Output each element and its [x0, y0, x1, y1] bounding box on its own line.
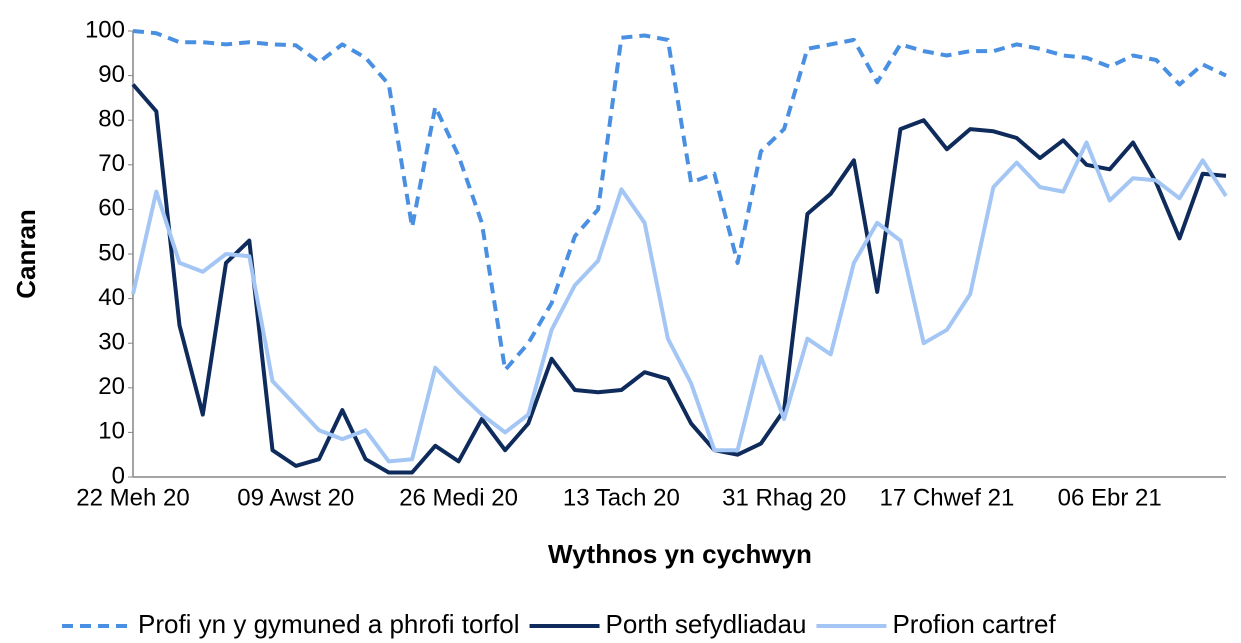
y-tick-label: 90: [98, 61, 125, 88]
y-tick-label: 50: [98, 239, 125, 266]
x-tick-label: 09 Awst 20: [237, 484, 354, 511]
y-tick-label: 10: [98, 418, 125, 445]
legend-label: Profi yn y gymuned a phrofi torfol: [138, 609, 520, 639]
y-tick-label: 100: [85, 16, 125, 43]
y-tick-label: 30: [98, 329, 125, 356]
x-axis-title: Wythnos yn cychwyn: [548, 539, 812, 569]
y-tick-label: 80: [98, 106, 125, 133]
y-tick-label: 70: [98, 150, 125, 177]
x-tick-label: 31 Rhag 20: [722, 484, 846, 511]
x-tick-label: 17 Chwef 21: [880, 484, 1015, 511]
series-line: [132, 29, 1227, 372]
y-tick-label: 0: [112, 462, 125, 489]
series-line: [131, 83, 1227, 475]
y-tick-label: 20: [98, 373, 125, 400]
y-axis-title: Canran: [11, 209, 41, 299]
x-tick-label: 26 Medi 20: [399, 484, 518, 511]
x-tick-label: 06 Ebr 21: [1058, 484, 1162, 511]
y-tick-label: 60: [98, 195, 125, 222]
series-line: [131, 140, 1228, 464]
legend-label: Profion cartref: [892, 609, 1056, 639]
legend-label: Porth sefydliadau: [606, 609, 807, 639]
x-tick-label: 22 Meh 20: [76, 484, 189, 511]
y-tick-label: 40: [98, 284, 125, 311]
x-tick-label: 13 Tach 20: [563, 484, 680, 511]
